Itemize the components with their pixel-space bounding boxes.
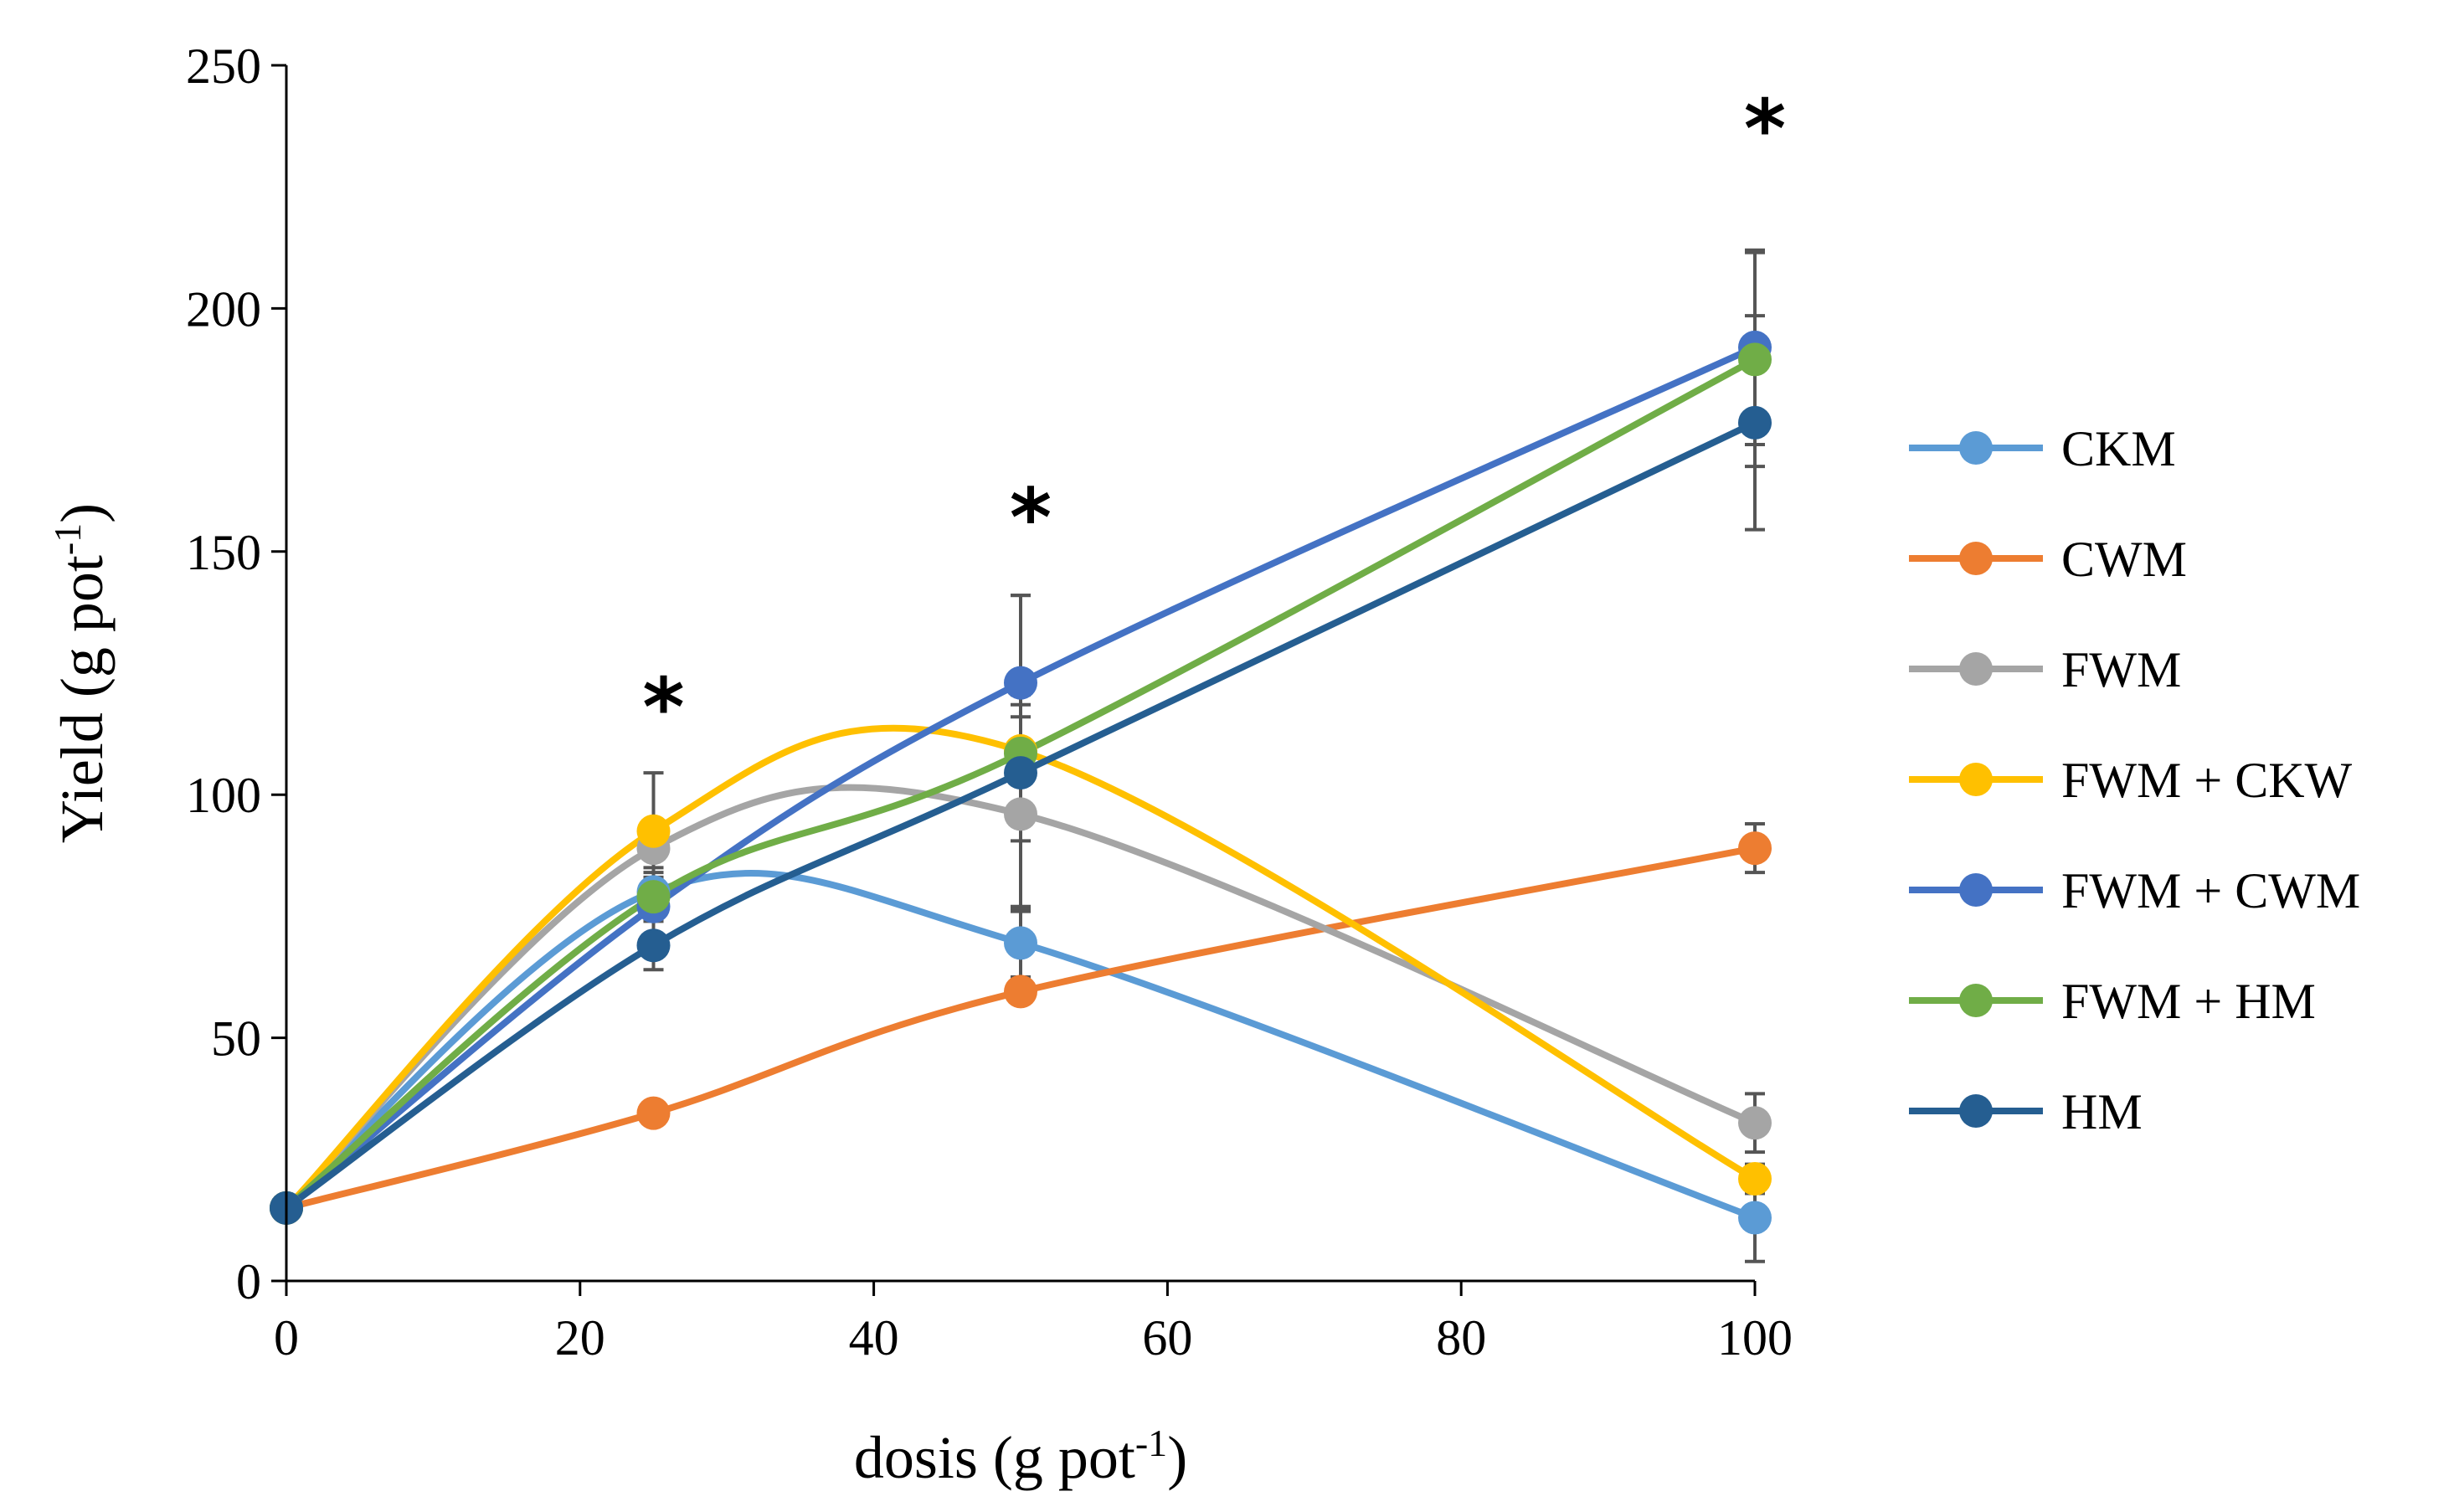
- legend-swatch-marker: [1959, 763, 1993, 796]
- series-line: [283, 419, 1758, 1211]
- legend-label: FWM + HM: [2061, 974, 2316, 1029]
- data-point: [1004, 666, 1037, 700]
- legend-swatch-marker: [1959, 431, 1993, 465]
- legend-swatch-marker: [1959, 984, 1993, 1017]
- series-line: [283, 845, 1758, 1211]
- legend-swatch-marker: [1959, 542, 1993, 575]
- series-line: [283, 724, 1758, 1211]
- y-axis-title: Yield (g pot-1): [46, 503, 116, 843]
- legend: CKM CWM FWM FWM + CKW FWM + CWM FWM + HM HM: [1909, 421, 2360, 1139]
- x-tick-label: 0: [274, 1310, 299, 1365]
- legend-label: FWM + CWM: [2061, 863, 2360, 918]
- data-point: [636, 928, 671, 963]
- data-point: [1738, 1162, 1772, 1196]
- data-point: [1738, 1106, 1772, 1140]
- y-tick-label: 0: [236, 1254, 261, 1309]
- significance-marker: *: [1744, 83, 1786, 177]
- significance-marker: *: [642, 661, 684, 755]
- data-point: [636, 880, 671, 914]
- series-line: [283, 784, 1758, 1211]
- legend-swatch-marker: [1959, 652, 1993, 686]
- x-axis-title: dosis (g pot-1): [854, 1422, 1187, 1491]
- data-point: [1004, 797, 1037, 831]
- y-tick-label: 100: [186, 768, 261, 823]
- legend-label: HM: [2061, 1084, 2143, 1139]
- y-tick-label: 50: [211, 1011, 261, 1067]
- data-point: [636, 1096, 671, 1130]
- legend-label: CWM: [2061, 532, 2187, 587]
- x-tick-label: 20: [555, 1310, 605, 1365]
- x-tick-label: 80: [1436, 1310, 1486, 1365]
- legend-swatch-marker: [1959, 873, 1993, 907]
- data-point: [1738, 831, 1772, 866]
- data-point: [1738, 405, 1772, 440]
- significance-annotations: * * *: [642, 83, 1786, 755]
- axes: [285, 65, 1755, 1283]
- series-line: [283, 356, 1758, 1211]
- x-tick-label: 100: [1717, 1310, 1793, 1365]
- data-point: [1004, 926, 1037, 960]
- significance-marker: *: [1010, 471, 1052, 565]
- legend-label: CKM: [2061, 421, 2176, 476]
- data-point: [1738, 1201, 1772, 1235]
- data-point: [636, 814, 671, 848]
- y-tick-label: 250: [186, 39, 261, 94]
- legend-label: FWM: [2061, 642, 2181, 697]
- legend-swatch-marker: [1959, 1094, 1993, 1128]
- series-markers: [270, 330, 1772, 1235]
- x-tick-label: 60: [1142, 1310, 1192, 1365]
- ticks: 0 50 100 150 200 250 0 20 40 60 80 100: [186, 39, 1793, 1365]
- series-lines: [283, 343, 1758, 1221]
- x-tick-label: 40: [849, 1310, 899, 1365]
- y-tick-label: 200: [186, 281, 261, 337]
- series-line: [283, 343, 1758, 1211]
- data-point: [1738, 342, 1772, 377]
- y-tick-label: 150: [186, 525, 261, 580]
- data-point: [1004, 975, 1037, 1009]
- data-point: [1004, 756, 1037, 790]
- series-line: [283, 870, 1758, 1221]
- error-bars: [643, 248, 1765, 1263]
- legend-label: FWM + CKW: [2061, 753, 2353, 808]
